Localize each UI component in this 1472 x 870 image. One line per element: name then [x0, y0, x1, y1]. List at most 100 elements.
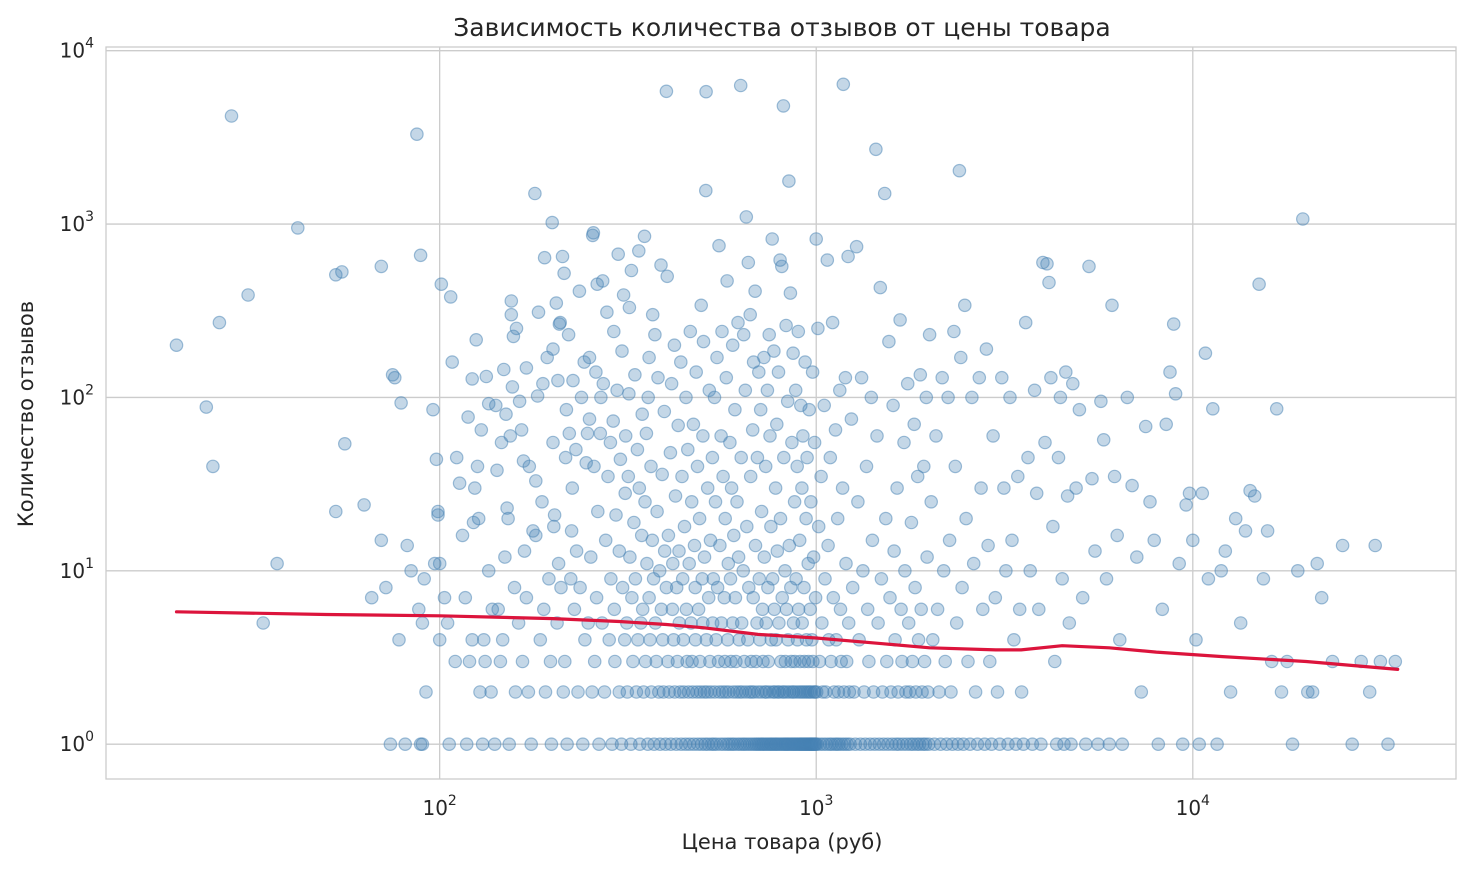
scatter-point: [778, 563, 792, 578]
scatter-point: [542, 571, 556, 586]
scatter-point: [730, 494, 744, 509]
scatter-point: [1388, 654, 1403, 669]
scatter-point: [836, 77, 851, 92]
scatter-point: [631, 632, 645, 647]
scatter-point: [1029, 486, 1044, 501]
scatter-point: [738, 383, 753, 398]
scatter-point: [635, 407, 649, 421]
scatter-point: [740, 632, 755, 647]
scatter-point: [746, 590, 760, 605]
scatter-point: [609, 508, 623, 522]
scatter-point: [547, 508, 562, 522]
scatter-point: [773, 511, 788, 526]
scatter-point: [811, 321, 825, 336]
scatter-point: [743, 307, 757, 322]
scatter-point: [827, 685, 841, 699]
scatter-point: [573, 580, 587, 595]
scatter-point: [723, 571, 738, 586]
scatter-point: [639, 426, 654, 441]
scatter-point: [655, 467, 669, 482]
scatter-point: [1151, 737, 1166, 751]
scatter-point: [763, 429, 777, 443]
scatter-point: [661, 654, 675, 669]
scatter-point: [515, 654, 530, 669]
scatter-point: [705, 450, 720, 465]
scatter-point: [689, 365, 703, 379]
scatter-point: [942, 533, 957, 548]
scatter-point: [757, 550, 772, 564]
scatter-point: [637, 229, 652, 244]
scatter-point: [1175, 737, 1190, 751]
scatter-point: [533, 632, 548, 647]
scatter-point: [1102, 737, 1117, 751]
scatter-point: [643, 632, 657, 647]
scatter-point: [605, 737, 619, 751]
scatter-point: [1010, 469, 1025, 484]
scatter-point: [559, 402, 574, 417]
scatter-point: [429, 452, 444, 467]
scatter-point: [654, 258, 668, 272]
scatter-point: [952, 163, 967, 178]
scatter-point: [675, 571, 690, 586]
scatter-point: [611, 247, 625, 261]
scatter-point: [812, 654, 827, 669]
scatter-point: [642, 350, 656, 365]
scatter-point: [498, 550, 512, 564]
scatter-point: [767, 602, 782, 617]
scatter-point: [753, 402, 768, 417]
scatter-point: [787, 494, 802, 509]
scatter-point: [699, 84, 713, 99]
scatter-point: [514, 423, 529, 437]
scatter-point: [802, 402, 816, 417]
scatter-point: [1147, 533, 1161, 548]
scatter-point: [1345, 737, 1359, 751]
scatter-point: [721, 685, 736, 699]
scatter-point: [512, 394, 527, 409]
scatter-point: [571, 685, 585, 699]
scatter-point: [914, 602, 928, 617]
scatter-point: [493, 654, 508, 669]
scatter-point: [919, 390, 934, 405]
scatter-point: [748, 284, 762, 298]
scatter-point: [804, 494, 818, 509]
scatter-point: [394, 396, 408, 410]
scatter-point: [815, 685, 830, 699]
scatter-point: [504, 307, 519, 322]
scatter-point: [432, 632, 447, 647]
scatter-point: [864, 390, 879, 405]
scatter-point: [224, 109, 239, 123]
scatter-point: [693, 654, 707, 669]
scatter-point: [1096, 432, 1111, 447]
scatter-point: [830, 511, 845, 526]
scatter-point: [618, 429, 633, 443]
scatter-point: [728, 590, 743, 605]
scatter-point: [452, 476, 467, 490]
y-tick-label: 104: [60, 36, 94, 63]
scatter-point: [878, 511, 893, 526]
scatter-point: [854, 370, 869, 385]
scatter-point: [1051, 450, 1066, 465]
scatter-point: [554, 580, 568, 595]
scatter-point: [1335, 538, 1350, 553]
scatter-point: [699, 632, 714, 647]
scatter-point: [922, 327, 937, 342]
y-tick-label: 102: [60, 382, 94, 409]
scatter-point: [564, 524, 579, 538]
scatter-point: [657, 404, 672, 419]
scatter-point: [941, 390, 955, 405]
scatter-point: [799, 511, 813, 526]
scatter-point: [638, 494, 652, 509]
scatter-point: [1214, 563, 1228, 578]
scatter-point: [848, 737, 863, 751]
scatter-point: [538, 685, 553, 699]
scatter-point: [1115, 737, 1130, 751]
scatter-point: [718, 685, 733, 699]
scatter-point: [459, 737, 474, 751]
scatter-point: [521, 685, 536, 699]
scatter-point: [719, 370, 734, 385]
x-tick-label: 102: [422, 793, 456, 820]
scatter-point: [622, 300, 637, 315]
scatter-point: [851, 494, 865, 509]
scatter-point: [1134, 685, 1149, 699]
scatter-point: [663, 445, 678, 460]
